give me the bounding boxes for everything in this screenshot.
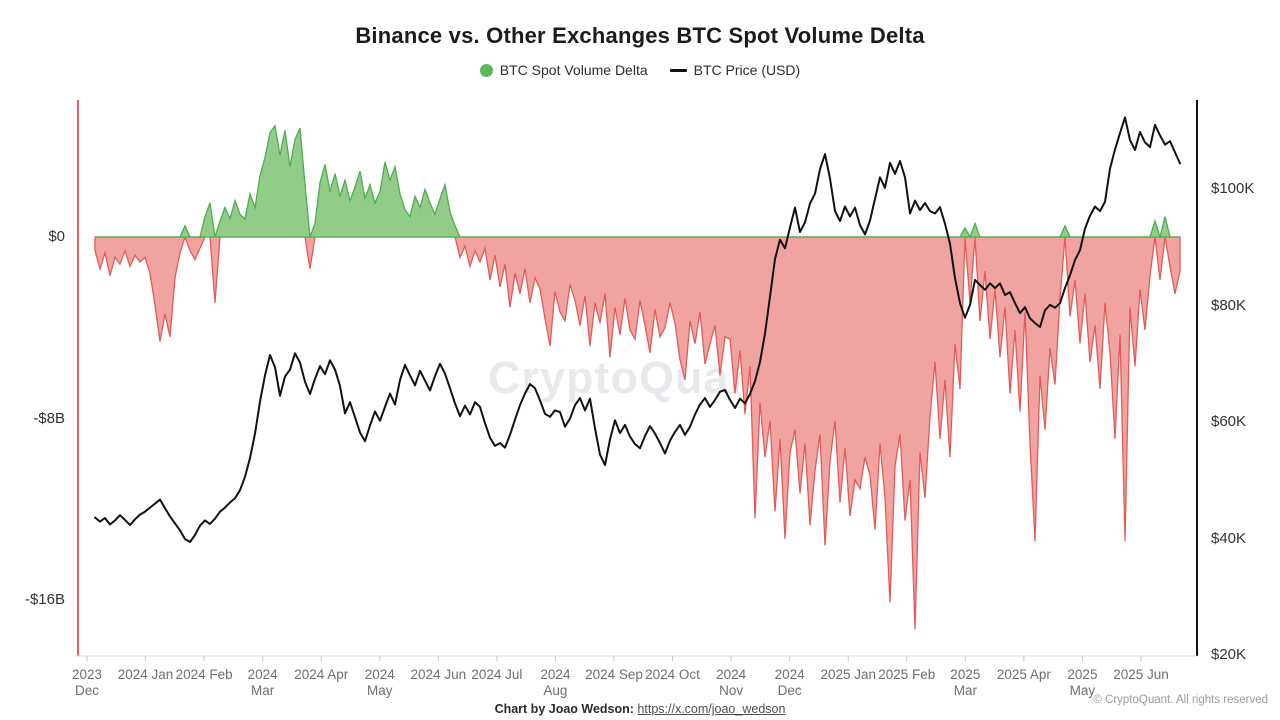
right-axis-tick-label: $60K xyxy=(1211,413,1247,430)
footer-credit: Chart by Joao Wedson: https://x.com/joao… xyxy=(0,702,1280,716)
x-tick-label: 2024 Jul xyxy=(471,667,523,682)
x-tick-label: 2025 May xyxy=(1067,667,1098,698)
legend-label-btc-price: BTC Price (USD) xyxy=(693,62,801,78)
x-tick-label: 2024 May xyxy=(364,667,395,698)
right-axis-tick-label: $20K xyxy=(1211,646,1247,663)
x-tick-label: 2023 Dec xyxy=(71,667,103,698)
x-tick-label: 2025 Jun xyxy=(1113,667,1169,682)
legend-item-volume-delta[interactable]: BTC Spot Volume Delta xyxy=(479,62,648,78)
x-tick-label: 2024 Jun xyxy=(410,667,467,682)
x-tick-label: 2025 Apr xyxy=(996,667,1051,682)
x-tick-label: 2024 Jan xyxy=(117,667,174,682)
credit-link[interactable]: https://x.com/joao_wedson xyxy=(637,702,786,716)
right-axis-tick-label: $80K xyxy=(1211,296,1247,314)
x-tick-label: 2025 Jan xyxy=(820,667,876,682)
x-tick-label: 2024 Sep xyxy=(585,667,643,682)
legend-label-volume-delta: BTC Spot Volume Delta xyxy=(499,62,648,78)
x-tick-label: 2024 Apr xyxy=(294,667,349,682)
x-tick-label: 2024 Dec xyxy=(774,667,805,698)
x-tick-label: 2024 Oct xyxy=(645,667,700,682)
chart-title: Binance vs. Other Exchanges BTC Spot Vol… xyxy=(355,23,925,48)
volume-delta-positive-area xyxy=(95,124,1180,240)
x-tick-label: 2024 Mar xyxy=(247,667,278,698)
x-tick-label: 2025 Mar xyxy=(950,667,981,698)
left-axis-tick-label: $0 xyxy=(48,228,65,245)
volume-delta-negative-area xyxy=(94,234,1181,630)
legend-item-btc-price[interactable]: BTC Price (USD) xyxy=(669,62,801,78)
left-axis-tick-label: -$16B xyxy=(24,591,65,608)
green-dot-icon xyxy=(479,63,493,77)
x-axis-tick-marks xyxy=(86,656,1142,662)
cryptoquant-watermark: CryptoQuant xyxy=(488,352,774,403)
left-axis-tick-label: -$8B xyxy=(33,409,65,427)
btc-price-line xyxy=(94,116,1181,543)
chart-legend: BTC Spot Volume Delta BTC Price (USD) xyxy=(0,62,1280,78)
x-tick-label: 2024 Aug xyxy=(540,667,571,698)
credit-author: Chart by Joao Wedson: xyxy=(494,702,634,716)
right-axis-tick-label: $40K xyxy=(1211,529,1247,547)
x-tick-label: 2024 Nov xyxy=(716,667,747,698)
copyright-notice: © CryptoQuant. All rights reserved xyxy=(1093,694,1268,706)
black-line-icon xyxy=(669,68,687,72)
x-tick-label: 2025 Feb xyxy=(878,667,936,682)
x-tick-label: 2024 Feb xyxy=(175,667,233,682)
right-axis-tick-label: $100K xyxy=(1211,180,1255,197)
